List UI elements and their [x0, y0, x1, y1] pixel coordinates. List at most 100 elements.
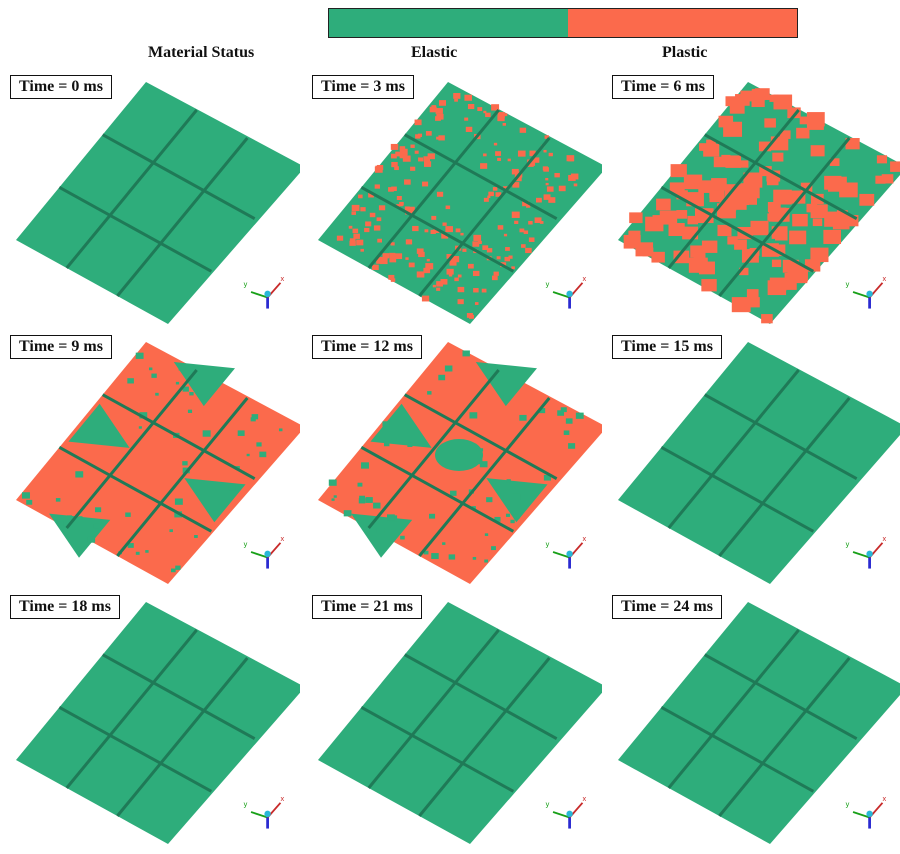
stiffener-line	[703, 133, 858, 220]
plastic-patch	[422, 181, 429, 187]
axis-x-label: x	[882, 794, 886, 803]
elastic-patch	[63, 520, 72, 527]
stiffener-line	[660, 186, 815, 273]
plastic-patch	[436, 136, 440, 140]
plastic-patch	[431, 105, 436, 109]
plastic-patch	[503, 113, 508, 117]
elastic-patch	[486, 497, 493, 503]
plastic-patch	[391, 186, 397, 192]
elastic-patch	[251, 414, 259, 420]
plastic-patch	[764, 118, 776, 128]
plastic-patch	[412, 225, 419, 232]
plastic-patch	[352, 228, 359, 234]
axis-triad-icon: yx	[546, 534, 586, 569]
stiffener-line	[360, 446, 515, 533]
elastic-patch	[429, 513, 436, 519]
plastic-patch	[497, 112, 505, 118]
plastic-patch	[487, 195, 491, 199]
plastic-patch	[810, 145, 825, 157]
plastic-patch	[519, 228, 525, 233]
elastic-patch	[95, 507, 102, 513]
elastic-zone	[370, 403, 432, 448]
axis-y-label: y	[546, 799, 550, 808]
plastic-patch	[497, 225, 504, 230]
stiffener-line	[418, 397, 551, 557]
elastic-patch	[151, 373, 157, 378]
plastic-patch	[890, 161, 900, 172]
plastic-patch	[832, 216, 850, 230]
elastic-patch	[359, 495, 366, 501]
plastic-patch	[669, 182, 685, 195]
plastic-patch	[436, 281, 443, 287]
elastic-patch	[155, 392, 159, 396]
plastic-patch	[472, 270, 480, 277]
elastic-center-zone	[435, 439, 483, 471]
plastic-patch	[452, 256, 459, 261]
elastic-patch	[462, 350, 470, 357]
plastic-patch	[731, 297, 751, 313]
plastic-patch	[351, 204, 360, 212]
plastic-patch	[488, 191, 494, 197]
plastic-patch	[472, 241, 480, 247]
panel-time-24: Time = 24 ms y x	[602, 592, 900, 854]
plastic-patch	[395, 151, 402, 157]
axis-x-label: x	[582, 534, 586, 543]
plastic-patch	[405, 239, 413, 245]
stiffener-line	[418, 137, 551, 297]
plastic-patch	[690, 245, 706, 258]
stiffener-line	[360, 706, 515, 793]
plastic-patch	[645, 216, 664, 232]
plastic-patch	[718, 115, 734, 128]
plastic-patch	[789, 266, 808, 282]
elastic-patch	[361, 462, 369, 469]
axis-x-label: x	[882, 534, 886, 543]
plastic-patch	[746, 297, 760, 308]
plastic-patch	[481, 288, 487, 293]
elastic-patch	[382, 421, 390, 427]
plastic-patch	[772, 152, 784, 162]
plastic-patch	[543, 167, 549, 172]
elastic-patch	[182, 461, 188, 466]
plastic-patch	[517, 150, 526, 157]
plastic-patch	[424, 229, 429, 233]
elastic-patch	[568, 443, 576, 449]
stiffener-line	[403, 393, 558, 480]
elastic-patch	[427, 391, 432, 395]
plastic-patch	[382, 253, 390, 259]
plastic-patch	[402, 155, 411, 162]
plastic-patch	[548, 197, 556, 203]
time-label: Time = 18 ms	[10, 595, 120, 619]
plastic-patch	[436, 287, 441, 291]
plastic-patch	[573, 183, 578, 187]
stiffener-line	[58, 706, 213, 793]
plate-model-4	[318, 342, 602, 584]
plastic-patch	[377, 256, 386, 264]
stiffener-line	[367, 369, 500, 529]
stiffener-line	[403, 133, 558, 220]
plate-model-3	[16, 342, 300, 584]
plastic-patch	[389, 252, 396, 258]
elastic-patch	[55, 498, 61, 502]
elastic-patch	[494, 516, 501, 522]
plastic-patch	[839, 182, 858, 198]
plastic-patch	[423, 156, 431, 162]
stiffener-line	[660, 706, 815, 793]
elastic-zone	[351, 513, 413, 558]
time-label: Time = 21 ms	[312, 595, 422, 619]
plastic-patch	[377, 238, 383, 243]
time-label: Time = 24 ms	[612, 595, 722, 619]
elastic-patch	[127, 378, 134, 384]
plastic-patch	[496, 256, 501, 260]
stiffener-line	[718, 657, 851, 817]
plastic-patch	[787, 107, 801, 119]
plastic-patch	[823, 229, 842, 244]
plastic-patch	[836, 210, 848, 219]
plate-model-6	[16, 602, 300, 844]
elastic-patch	[543, 474, 551, 481]
elastic-patch	[506, 479, 511, 483]
plastic-patch	[792, 213, 808, 227]
plastic-patch	[423, 267, 431, 274]
plastic-patch	[408, 262, 415, 268]
elastic-zone	[68, 403, 130, 448]
elastic-patch	[174, 498, 183, 505]
